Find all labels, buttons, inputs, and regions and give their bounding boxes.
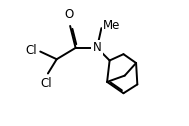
Text: O: O — [65, 8, 74, 21]
Text: Cl: Cl — [25, 44, 36, 57]
Text: Cl: Cl — [41, 77, 52, 90]
Text: N: N — [93, 41, 101, 54]
Text: Me: Me — [103, 19, 121, 32]
